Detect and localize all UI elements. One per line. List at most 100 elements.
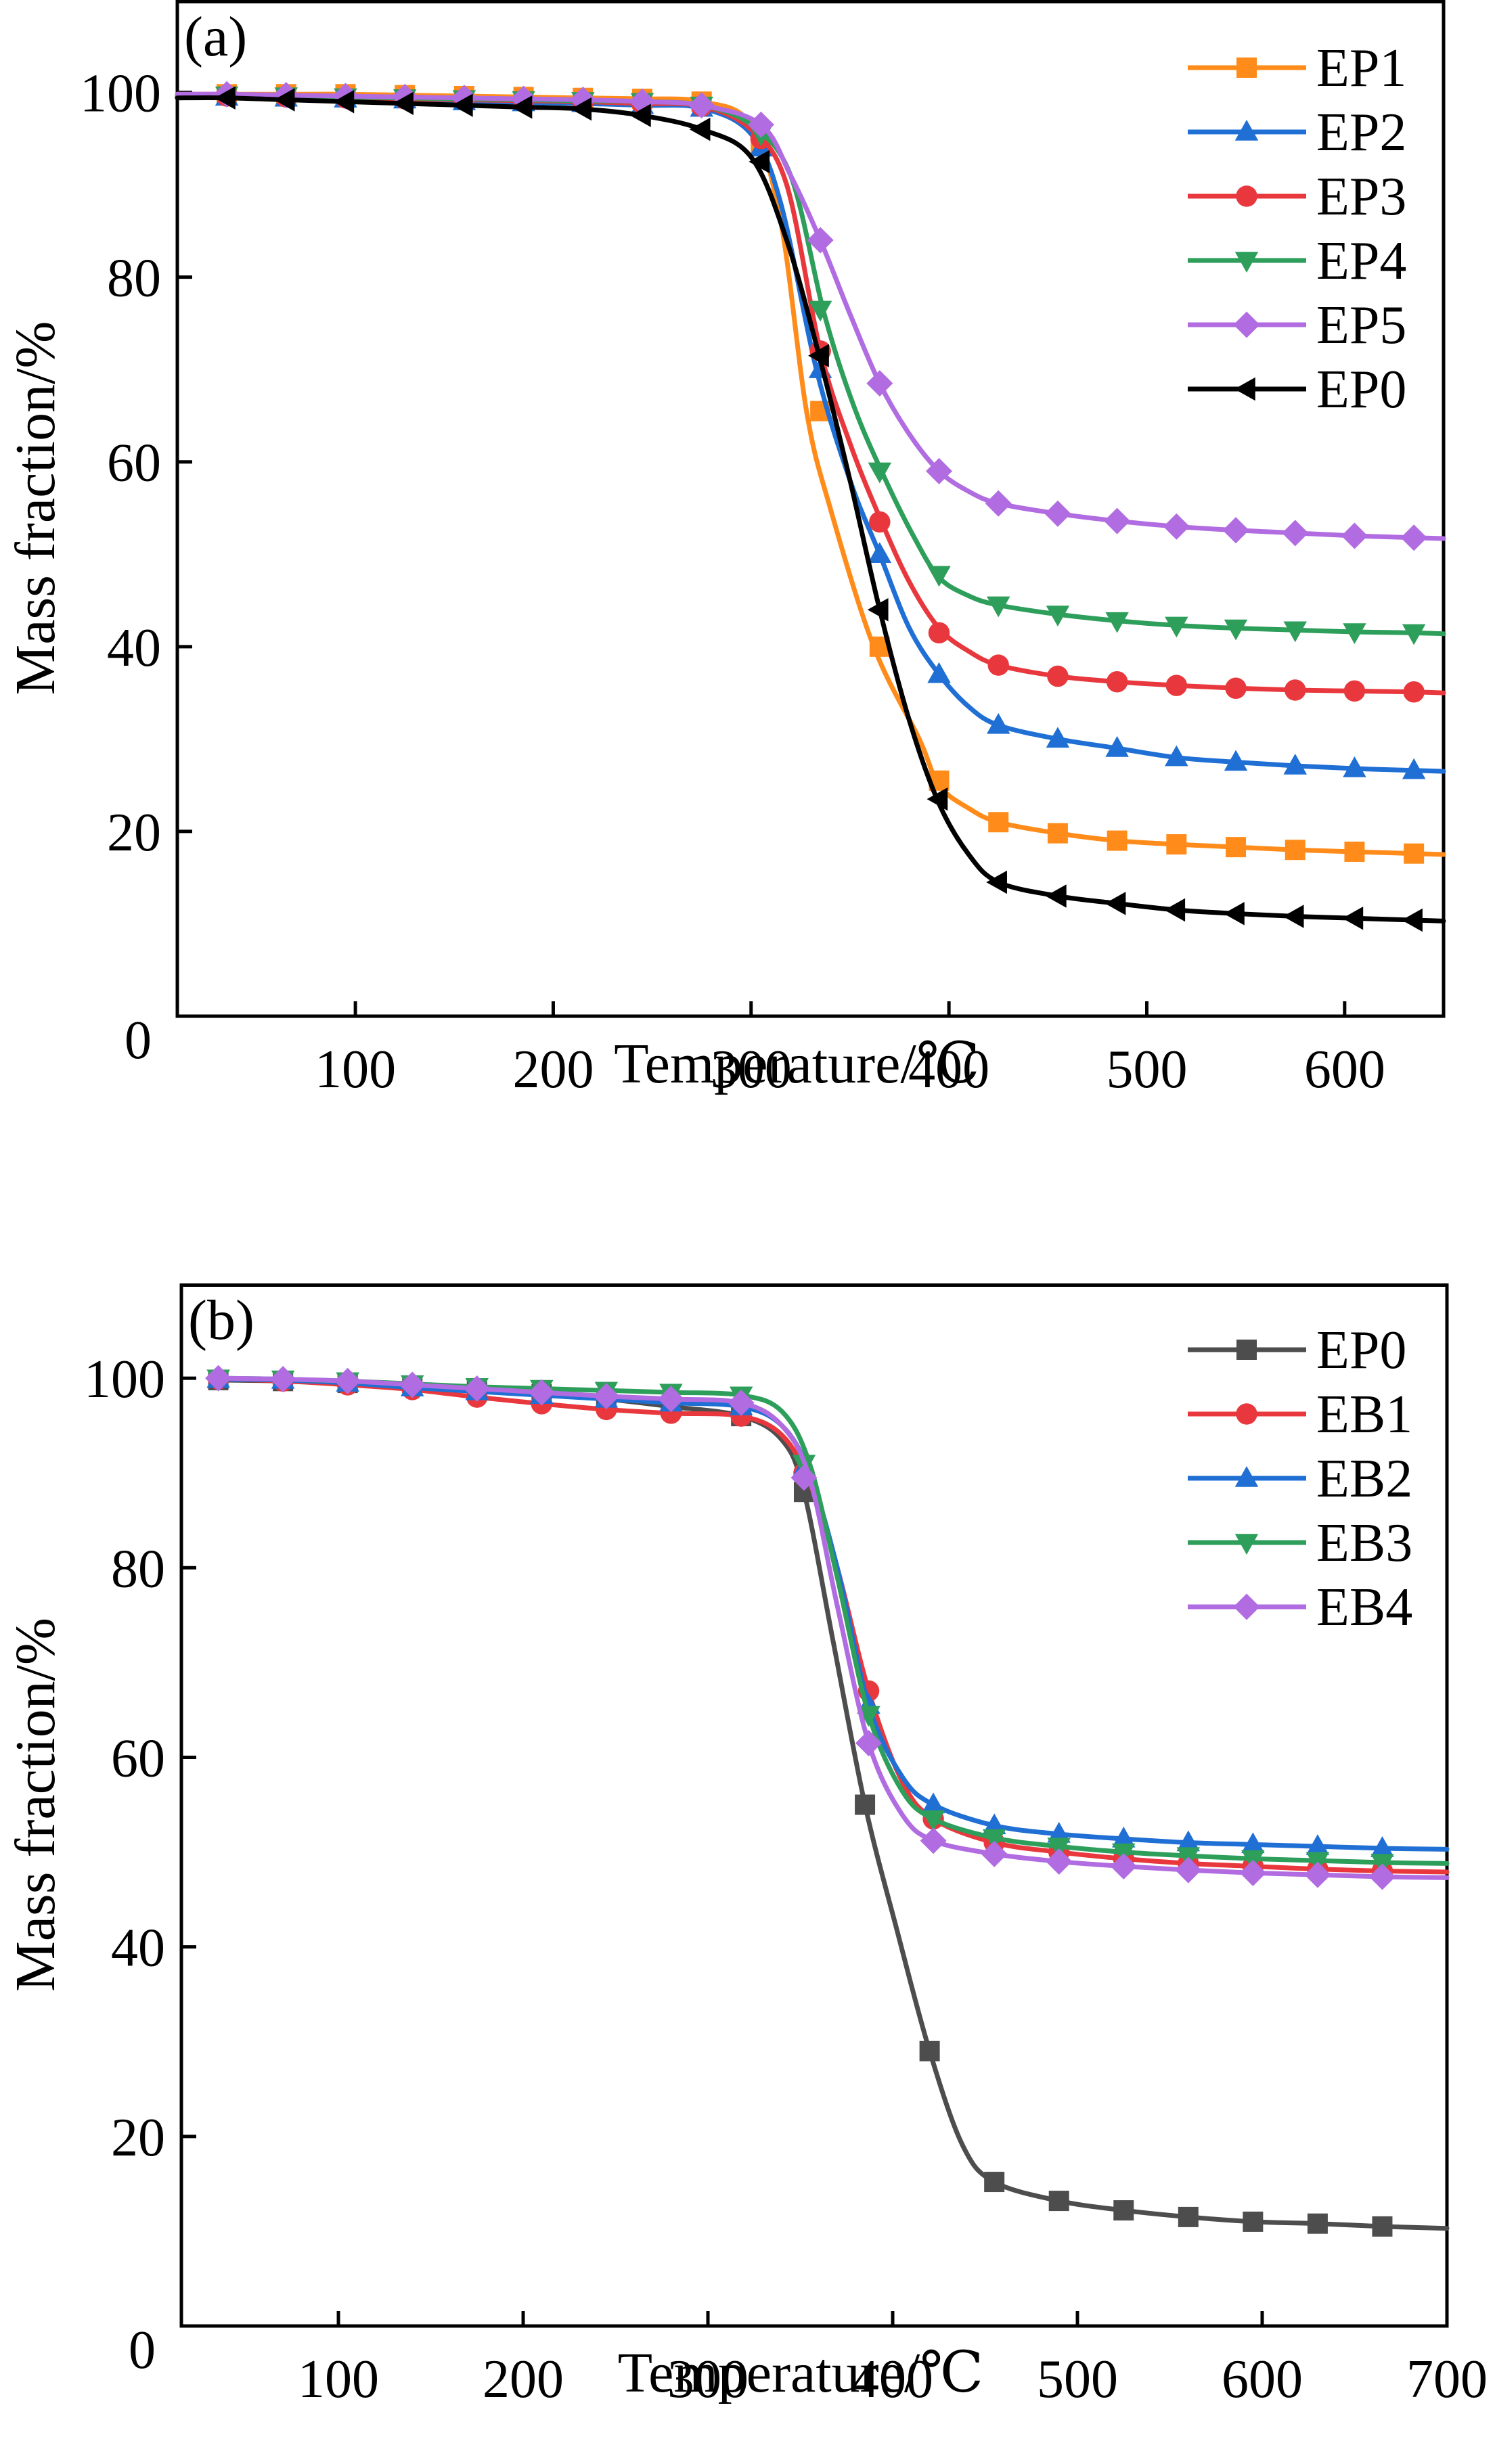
data-point-ep1 [1404, 843, 1425, 864]
y-tick-label: 60 [107, 434, 161, 493]
data-point-ep0 [1402, 908, 1423, 932]
legend-marker [1234, 1534, 1259, 1555]
x-tick-label: 700 [1406, 2350, 1488, 2409]
data-point-ep5 [688, 92, 715, 119]
data-point-eb2 [1306, 1834, 1330, 1855]
data-point-ep4 [986, 596, 1010, 618]
data-point-ep1 [988, 812, 1009, 833]
legend-label: EP5 [1316, 296, 1406, 355]
legend-label: EB4 [1316, 1578, 1412, 1637]
data-point-ep5 [1104, 507, 1131, 534]
legend-entry-eb4: EB4 [1188, 1578, 1412, 1637]
data-point-ep3 [1047, 665, 1069, 687]
x-axis-label: Temperature/℃ [618, 2342, 984, 2404]
data-point-ep3 [1343, 680, 1366, 702]
data-point-ep2 [868, 542, 892, 564]
data-point-ep4 [927, 566, 951, 587]
legend-marker [1234, 120, 1259, 141]
data-point-eb4 [728, 1390, 755, 1417]
data-point-eb4 [981, 1840, 1008, 1867]
data-point-ep2 [1105, 736, 1129, 757]
legend-entry-ep3: EP3 [1188, 167, 1406, 227]
data-point-ep0 [986, 870, 1007, 894]
data-point-ep5 [985, 490, 1012, 517]
x-tick-label: 600 [1304, 1040, 1385, 1099]
data-point-ep0 [749, 150, 770, 174]
data-point-eb4 [790, 1464, 818, 1491]
data-point-eb2 [1370, 1835, 1394, 1857]
series-ep5 [175, 81, 1446, 551]
data-point-ep0 [808, 344, 829, 367]
data-point-ep3 [928, 622, 950, 644]
data-point-eb2 [1112, 1826, 1136, 1848]
x-tick-label: 300 [711, 1040, 792, 1099]
y-tick-label: 100 [84, 1350, 165, 1409]
series-ep0 [175, 86, 1446, 932]
origin-label: 0 [125, 1011, 152, 1070]
series-line-ep4 [175, 93, 1446, 637]
panel-a: 100 200 300 400 500 600 20 40 60 80 100 0 Temperatur… [4, 0, 1446, 1099]
y-tick-label: 80 [107, 249, 161, 309]
data-point-ep0 [1178, 2206, 1199, 2227]
series-line-eb1 [216, 1376, 1450, 1875]
origin-label: 0 [129, 2321, 156, 2380]
legend-label: EB3 [1316, 1513, 1412, 1573]
data-point-ep0 [927, 787, 948, 811]
data-point-ep5 [866, 370, 893, 397]
series-eb1 [207, 1368, 1450, 1882]
plot-frame [179, 1283, 1449, 2328]
legend-entry-ep2: EP2 [1188, 103, 1406, 162]
data-point-eb4 [205, 1365, 232, 1392]
y-axis-label: Mass fraction/% [4, 1618, 67, 1992]
data-point-ep2 [1343, 756, 1366, 777]
data-point-ep1 [1344, 841, 1365, 862]
data-point-ep0 [1372, 2216, 1393, 2237]
data-point-ep4 [1165, 616, 1188, 638]
data-point-eb4 [528, 1379, 555, 1406]
series-line-ep1 [175, 91, 1446, 857]
data-point-ep0 [451, 93, 473, 117]
data-point-ep4 [1343, 623, 1366, 644]
data-point-ep3 [1284, 679, 1306, 701]
data-point-ep4 [808, 300, 832, 322]
legend-marker [1236, 1403, 1257, 1425]
legend-marker [1233, 311, 1260, 338]
data-point-ep2 [986, 712, 1010, 734]
data-point-ep1 [1285, 840, 1306, 861]
series-eb4 [205, 1365, 1450, 1890]
data-point-ep3 [1225, 677, 1247, 700]
data-point-eb2 [1241, 1832, 1265, 1854]
legend-label: EP3 [1316, 167, 1406, 227]
data-point-ep4 [1046, 606, 1070, 627]
data-point-ep0 [511, 95, 533, 119]
data-point-eb4 [1046, 1848, 1073, 1875]
data-point-ep0 [1224, 902, 1245, 926]
y-tick-label: 40 [107, 618, 161, 678]
data-point-ep0 [867, 597, 889, 622]
legend-marker [1236, 1340, 1257, 1360]
data-point-ep0 [393, 91, 414, 116]
data-point-ep0 [1104, 892, 1126, 915]
data-point-eb4 [334, 1367, 361, 1394]
legend-label: EP1 [1316, 39, 1406, 98]
legend-entry-eb3: EB3 [1188, 1513, 1412, 1573]
legend-marker [1234, 1466, 1259, 1487]
legend-label: EB2 [1316, 1449, 1412, 1509]
data-point-ep0 [571, 97, 592, 121]
data-point-ep2 [1402, 758, 1426, 779]
x-tick-label: 500 [1037, 2350, 1118, 2409]
data-point-ep4 [1283, 621, 1307, 643]
data-point-eb3 [1047, 1838, 1071, 1859]
data-point-ep4 [1105, 612, 1129, 633]
data-point-ep1 [1107, 830, 1128, 851]
series-eb3 [206, 1369, 1450, 1875]
legend-label: EP4 [1316, 231, 1406, 291]
x-axis-label: Temperature/℃ [614, 1032, 980, 1095]
data-point-eb4 [1368, 1863, 1396, 1890]
data-point-ep0 [1307, 2213, 1328, 2234]
data-point-eb4 [1175, 1856, 1202, 1884]
data-point-eb4 [464, 1375, 491, 1402]
data-point-eb4 [269, 1365, 296, 1392]
y-axis-label: Mass fraction/% [4, 321, 67, 695]
data-point-ep2 [1224, 750, 1248, 771]
